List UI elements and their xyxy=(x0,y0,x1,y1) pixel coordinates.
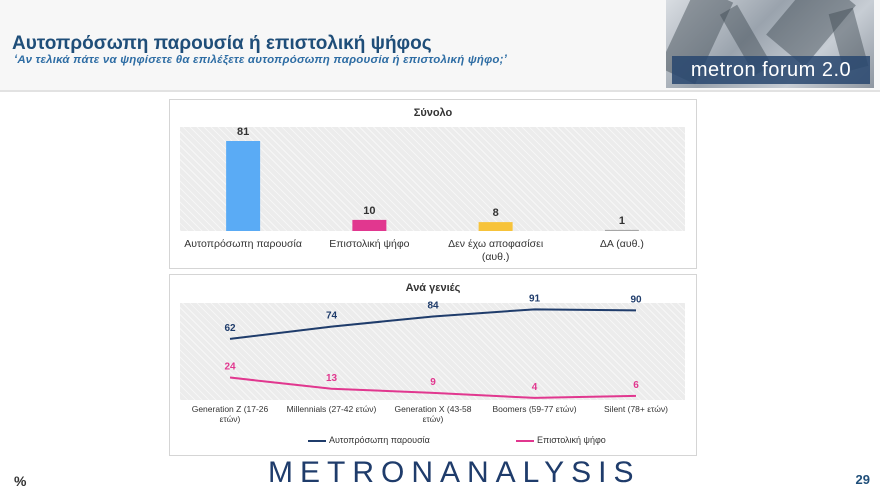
bar-0 xyxy=(226,141,261,231)
overall-chart-title: Σύνολο xyxy=(413,107,453,119)
category-label-0: Αυτοπρόσωπη παρουσία xyxy=(184,238,302,250)
bar-1 xyxy=(352,219,387,231)
series-line-0 xyxy=(229,308,637,340)
point-label-0-2: 84 xyxy=(427,300,439,311)
point-label-0-1: 74 xyxy=(326,311,338,322)
category-label-3: ΔΑ (αυθ.) xyxy=(600,238,644,250)
overall-plot-area xyxy=(180,127,685,231)
generation-chart-panel: Ανά γενιές 62 74 84 91 90 24 13 9 4 6 Generation Z… xyxy=(169,274,697,456)
brand-part-1: METRON xyxy=(268,456,440,489)
x-tick-label-4: Silent (78+ ετών) xyxy=(604,404,668,414)
page-number: 29 xyxy=(855,472,870,487)
page-title: Αυτοπρόσωπη παρουσία ή επιστολική ψήφος xyxy=(12,33,432,54)
metron-analysis-logo: METRONANALYSIS xyxy=(268,456,641,490)
brand-part-2: ANALYSIS xyxy=(440,456,641,489)
x-tick-label-1: Millennials (27-42 ετών) xyxy=(287,404,377,414)
metron-forum-logo: metron forum 2.0 xyxy=(672,56,870,84)
x-tick-label-0: Generation Z (17-26 xyxy=(192,404,269,414)
point-label-1-2: 9 xyxy=(430,377,436,388)
x-tick-label-3: Boomers (59-77 ετών) xyxy=(492,404,576,414)
legend-item-postal: Επιστολική ψήφο xyxy=(516,435,606,445)
category-label-2: Δεν έχω αποφασίσει xyxy=(448,238,544,250)
legend-swatch-in-person xyxy=(308,439,326,442)
point-label-0-4: 90 xyxy=(630,294,642,305)
x-tick-label-2: Generation X (43-58 xyxy=(394,404,471,414)
bar-value-label-0: 81 xyxy=(237,126,249,138)
x-tick-label-2-line-2: ετών) xyxy=(423,414,444,424)
bar-value-label-3: 1 xyxy=(619,215,625,227)
unit-label: % xyxy=(14,473,27,489)
header-divider xyxy=(0,90,880,92)
category-label-1: Επιστολική ψήφο xyxy=(329,238,409,250)
legend-swatch-postal xyxy=(516,439,534,442)
point-label-1-1: 13 xyxy=(326,373,338,384)
point-label-1-3: 4 xyxy=(532,382,538,393)
page-subtitle: ‘Αν τελικά πάτε να ψηφίσετε θα επιλέξετε… xyxy=(14,54,508,66)
bar-2 xyxy=(478,222,513,231)
point-label-0-3: 91 xyxy=(529,293,541,304)
point-label-1-4: 6 xyxy=(633,380,639,391)
generation-chart-title: Ανά γενιές xyxy=(405,282,461,294)
point-label-1-0: 24 xyxy=(224,362,236,373)
overall-chart-panel: Σύνολο 81 Αυτοπρόσωπη παρουσία 10 Επιστολικ… xyxy=(169,99,697,269)
legend-label-in-person: Αυτοπρόσωπη παρουσία xyxy=(329,435,430,445)
bar-3 xyxy=(604,229,639,231)
bar-value-label-2: 8 xyxy=(493,207,499,219)
series-line-1 xyxy=(229,376,637,399)
legend-item-in-person: Αυτοπρόσωπη παρουσία xyxy=(308,435,430,445)
generation-plot-area xyxy=(180,303,685,400)
x-tick-label-0-line-2: ετών) xyxy=(220,414,241,424)
point-label-0-0: 62 xyxy=(224,323,236,334)
bar-value-label-1: 10 xyxy=(363,205,375,217)
legend-label-postal: Επιστολική ψήφο xyxy=(537,435,606,445)
category-label-2-line-1: (αυθ.) xyxy=(482,251,510,263)
